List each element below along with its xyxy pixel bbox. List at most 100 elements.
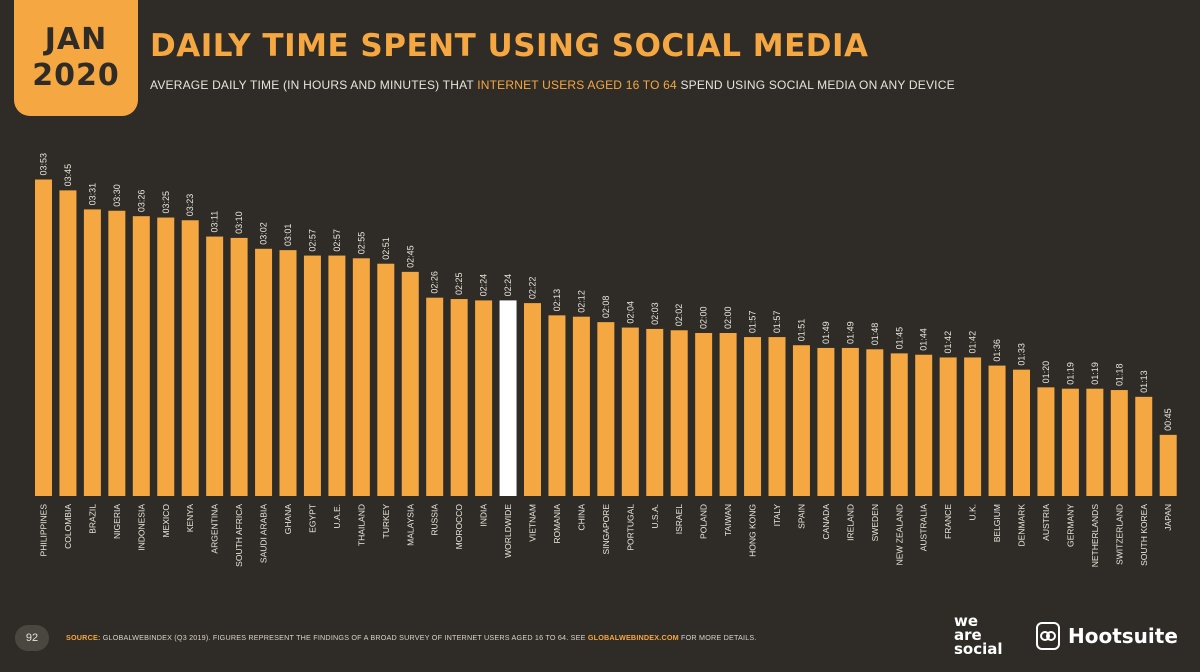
value-label: 01:42 [943, 331, 953, 354]
bar-australia [915, 354, 933, 496]
value-label: 03:30 [112, 184, 122, 207]
category-label: EGYPT [307, 504, 317, 533]
page-number: 92 [15, 625, 49, 651]
category-label: ARGENTINA [210, 504, 220, 554]
bar-colombia [59, 190, 77, 496]
category-label: SWITZERLAND [1114, 504, 1124, 565]
category-label: PORTUGAL [625, 504, 635, 551]
bar-morocco [450, 299, 468, 496]
bar-poland [695, 333, 713, 496]
category-label: U.K. [968, 504, 978, 521]
category-label: COLOMBIA [63, 504, 73, 549]
bar-thailand [352, 258, 370, 496]
bar-south-korea [1135, 396, 1153, 496]
value-label: 03:26 [136, 190, 146, 213]
chart-subtitle: AVERAGE DAILY TIME (IN HOURS AND MINUTES… [150, 78, 955, 92]
category-label: AUSTRALIA [919, 504, 929, 552]
category-label: THAILAND [356, 504, 366, 546]
logo-we: we [954, 612, 979, 630]
bar-denmark [1013, 369, 1030, 496]
bar-u-k [964, 357, 982, 496]
bar-turkey [377, 263, 395, 496]
category-label: VIETNAM [528, 504, 538, 542]
bar-u-s-a [646, 328, 664, 496]
bar-israel [670, 330, 688, 496]
value-label: 00:45 [1163, 408, 1173, 431]
source-label: SOURCE: [66, 633, 101, 642]
hootsuite-logo: Hootsuite [1036, 622, 1178, 650]
category-label: KENYA [185, 504, 195, 533]
category-label: U.S.A. [650, 504, 660, 529]
category-label: MEXICO [161, 504, 171, 538]
value-label: 01:49 [845, 321, 855, 344]
bar-ireland [841, 347, 859, 496]
value-label: 02:04 [625, 301, 635, 324]
value-label: 03:31 [87, 183, 97, 206]
bar-china [572, 316, 590, 496]
category-label: SOUTH KOREA [1139, 504, 1149, 566]
bar-taiwan [719, 333, 737, 496]
value-label: 01:49 [821, 321, 831, 344]
value-label: 02:24 [503, 274, 513, 297]
category-label: HONG KONG [748, 504, 758, 557]
source-end: FOR MORE DETAILS. [678, 633, 757, 642]
category-label: ROMANIA [552, 504, 562, 544]
bar-russia [426, 297, 444, 496]
logo-are: are [954, 626, 982, 644]
bar-switzerland [1110, 390, 1128, 496]
bar-romania [548, 315, 566, 496]
category-label: IRELAND [845, 504, 855, 541]
category-label: MOROCCO [454, 504, 464, 550]
bar-new-zealand [890, 353, 908, 496]
value-label: 02:55 [356, 232, 366, 255]
bar-india [475, 300, 493, 496]
bar-portugal [621, 327, 639, 496]
value-label: 01:51 [796, 319, 806, 342]
chart-title: DAILY TIME SPENT USING SOCIAL MEDIA [150, 28, 869, 64]
owl-icon [1036, 622, 1060, 650]
value-label: 02:12 [576, 290, 586, 313]
bar-singapore [597, 322, 615, 496]
value-label: 03:53 [39, 153, 49, 176]
bar-indonesia [132, 216, 150, 496]
value-label: 01:48 [870, 323, 880, 346]
bar-egypt [303, 255, 321, 496]
bar-argentina [206, 236, 224, 496]
value-label: 01:19 [1090, 362, 1100, 385]
value-label: 02:26 [430, 271, 440, 294]
source-link[interactable]: GLOBALWEBINDEX.COM [587, 633, 679, 642]
category-label: TAIWAN [723, 504, 733, 536]
date-badge: JAN 2020 [14, 0, 138, 116]
category-label: WORLDWIDE [503, 504, 513, 558]
value-label: 01:19 [1065, 362, 1075, 385]
value-label: 02:00 [699, 306, 709, 329]
badge-year: 2020 [32, 58, 120, 93]
subtitle-part1: AVERAGE DAILY TIME (IN HOURS AND MINUTES… [150, 78, 478, 92]
bar-italy [768, 337, 786, 496]
bar-spain [792, 345, 810, 496]
value-label: 03:23 [185, 194, 195, 217]
value-label: 02:22 [528, 277, 538, 300]
value-label: 03:02 [259, 222, 269, 245]
category-label: SINGAPORE [601, 504, 611, 555]
bar-malaysia [401, 271, 419, 496]
bar-austria [1037, 387, 1055, 496]
category-label: AUSTRIA [1041, 504, 1051, 541]
we-are-social-logo: we are social [954, 612, 1003, 658]
bar-south-africa [230, 237, 248, 496]
category-label: INDONESIA [136, 504, 146, 551]
value-label: 02:45 [405, 245, 415, 268]
logo-social: social [954, 640, 1003, 658]
value-label: 01:33 [1017, 343, 1027, 366]
bar-kenya [181, 220, 199, 496]
bar-nigeria [108, 210, 126, 496]
category-label: TURKEY [381, 504, 391, 539]
value-label: 02:57 [307, 229, 317, 252]
bar-saudi-arabia [255, 248, 273, 496]
category-label: GERMANY [1065, 504, 1075, 547]
value-label: 01:13 [1139, 370, 1149, 393]
category-label: JAPAN [1163, 504, 1173, 531]
value-label: 01:57 [772, 311, 782, 334]
category-label: DENMARK [1017, 504, 1027, 547]
value-label: 02:25 [454, 273, 464, 296]
